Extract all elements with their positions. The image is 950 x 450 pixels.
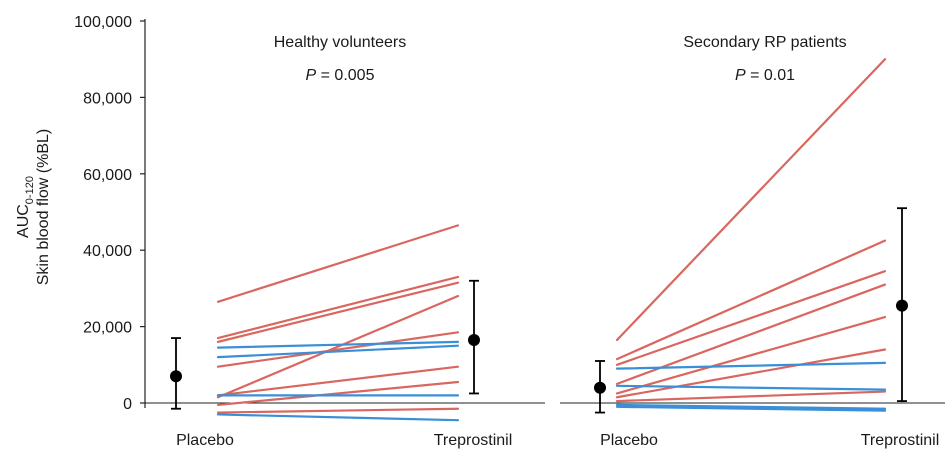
- svg-text:AUC0-120: AUC0-120: [15, 176, 36, 238]
- y-ticks: 0 20,000 40,000 60,000 80,000 100,000: [74, 14, 145, 413]
- mean-markers: [170, 279, 480, 410]
- subject-line-increase: [216, 281, 460, 343]
- y-axis-title-line1: AUC: [15, 204, 32, 238]
- x-label-placebo: Placebo: [176, 432, 234, 449]
- y-tick-label: 80,000: [83, 90, 132, 107]
- y-axis-title: AUC0-120 Skin blood flow (%BL): [15, 129, 52, 286]
- p-value-annotation: P = 0.01: [735, 67, 795, 84]
- subject-line-increase: [216, 294, 460, 399]
- p-value-annotation: P = 0.005: [306, 67, 375, 84]
- subject-line-increase: [615, 390, 887, 403]
- mean-point: [594, 381, 606, 394]
- p-label: P: [735, 67, 746, 84]
- mean-markers: [594, 207, 908, 414]
- subject-line-increase: [615, 270, 887, 366]
- y-tick-label: 60,000: [83, 167, 132, 184]
- subject-lines: [216, 224, 460, 422]
- subject-line-decrease: [615, 403, 887, 410]
- subject-line-decrease: [615, 384, 887, 391]
- p-value: = 0.01: [750, 67, 795, 84]
- subject-line-increase: [216, 407, 460, 414]
- mean-point: [468, 333, 480, 346]
- subject-line-increase: [216, 275, 460, 340]
- subject-lines: [615, 58, 887, 412]
- panel-title: Secondary RP patients: [683, 34, 846, 51]
- y-axis-title-subscript: 0-120: [24, 176, 36, 204]
- y-tick-label: 100,000: [74, 14, 132, 31]
- y-tick-label: 40,000: [83, 243, 132, 260]
- x-label-treprostinil: Treprostinil: [861, 432, 940, 449]
- panel-healthy-volunteers: 0 20,000 40,000 60,000 80,000 100,000 Healthy…: [74, 14, 545, 449]
- p-value: = 0.005: [321, 67, 375, 84]
- mean-point: [896, 299, 908, 312]
- subject-line-increase: [216, 331, 460, 368]
- p-label: P: [306, 67, 317, 84]
- subject-line-increase: [216, 365, 460, 397]
- y-tick-label: 20,000: [83, 320, 132, 337]
- subject-line-increase: [615, 58, 887, 342]
- subject-line-decrease: [216, 340, 460, 349]
- x-label-placebo: Placebo: [600, 432, 658, 449]
- x-label-treprostinil: Treprostinil: [434, 432, 513, 449]
- subject-line-increase: [615, 315, 887, 395]
- subject-line-decrease: [615, 361, 887, 370]
- y-tick-label: 0: [123, 396, 132, 413]
- mean-treprostinil: [468, 279, 480, 395]
- panel-secondary-rp-patients: Secondary RP patients P = 0.01 Placebo T…: [560, 34, 945, 449]
- subject-line-decrease: [216, 344, 460, 359]
- subject-line-increase: [216, 224, 460, 303]
- subject-line-increase: [216, 380, 460, 407]
- mean-point: [170, 370, 182, 383]
- subject-line-decrease: [216, 413, 460, 422]
- subject-line-increase: [615, 348, 887, 399]
- subject-line-increase: [615, 239, 887, 361]
- y-axis-title-line2: Skin blood flow (%BL): [35, 129, 52, 286]
- mean-placebo: [170, 337, 182, 410]
- mean-treprostinil: [896, 207, 908, 402]
- subject-line-decrease: [615, 405, 887, 412]
- panel-title: Healthy volunteers: [274, 34, 407, 51]
- mean-placebo: [594, 360, 606, 414]
